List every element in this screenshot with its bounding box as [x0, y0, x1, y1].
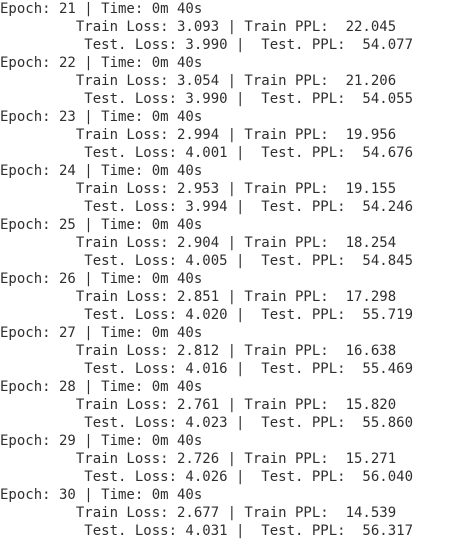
log-line-epoch-26-train: Train Loss: 2.851 | Train PPL: 17.298: [0, 289, 397, 305]
log-line-epoch-30-train: Train Loss: 2.677 | Train PPL: 14.539: [0, 505, 397, 521]
log-line-epoch-28: Epoch: 28 | Time: 0m 40s: [0, 379, 203, 395]
log-line-epoch-28-test: Test. Loss: 4.023 | Test. PPL: 55.860: [0, 415, 414, 431]
log-line-epoch-24: Epoch: 24 | Time: 0m 40s: [0, 163, 203, 179]
log-line-epoch-29-test: Test. Loss: 4.026 | Test. PPL: 56.040: [0, 469, 414, 485]
log-line-epoch-26-test: Test. Loss: 4.020 | Test. PPL: 55.719: [0, 307, 414, 323]
log-line-epoch-27: Epoch: 27 | Time: 0m 40s: [0, 325, 203, 341]
log-line-epoch-27-test: Test. Loss: 4.016 | Test. PPL: 55.469: [0, 361, 414, 377]
log-line-epoch-24-test: Test. Loss: 3.994 | Test. PPL: 54.246: [0, 199, 414, 215]
log-line-epoch-28-train: Train Loss: 2.761 | Train PPL: 15.820: [0, 397, 397, 413]
log-line-epoch-22-train: Train Loss: 3.054 | Train PPL: 21.206: [0, 73, 397, 89]
log-line-epoch-21-test: Test. Loss: 3.990 | Test. PPL: 54.077: [0, 37, 414, 53]
log-line-epoch-22: Epoch: 22 | Time: 0m 40s: [0, 55, 203, 71]
log-line-epoch-21-train: Train Loss: 3.093 | Train PPL: 22.045: [0, 19, 397, 35]
log-line-epoch-24-train: Train Loss: 2.953 | Train PPL: 19.155: [0, 181, 397, 197]
log-line-epoch-30-test: Test. Loss: 4.031 | Test. PPL: 56.317: [0, 523, 414, 539]
log-line-epoch-25: Epoch: 25 | Time: 0m 40s: [0, 217, 203, 233]
log-line-epoch-29-train: Train Loss: 2.726 | Train PPL: 15.271: [0, 451, 397, 467]
log-line-epoch-29: Epoch: 29 | Time: 0m 40s: [0, 433, 203, 449]
log-line-epoch-25-train: Train Loss: 2.904 | Train PPL: 18.254: [0, 235, 397, 251]
log-line-epoch-22-test: Test. Loss: 3.990 | Test. PPL: 54.055: [0, 91, 414, 107]
log-line-epoch-25-test: Test. Loss: 4.005 | Test. PPL: 54.845: [0, 253, 414, 269]
log-line-epoch-27-train: Train Loss: 2.812 | Train PPL: 16.638: [0, 343, 397, 359]
log-line-epoch-26: Epoch: 26 | Time: 0m 40s: [0, 271, 203, 287]
log-line-epoch-23: Epoch: 23 | Time: 0m 40s: [0, 109, 203, 125]
log-line-epoch-21: Epoch: 21 | Time: 0m 40s: [0, 1, 203, 17]
log-line-epoch-23-test: Test. Loss: 4.001 | Test. PPL: 54.676: [0, 145, 414, 161]
log-line-epoch-23-train: Train Loss: 2.994 | Train PPL: 19.956: [0, 127, 397, 143]
log-line-epoch-30: Epoch: 30 | Time: 0m 40s: [0, 487, 203, 503]
